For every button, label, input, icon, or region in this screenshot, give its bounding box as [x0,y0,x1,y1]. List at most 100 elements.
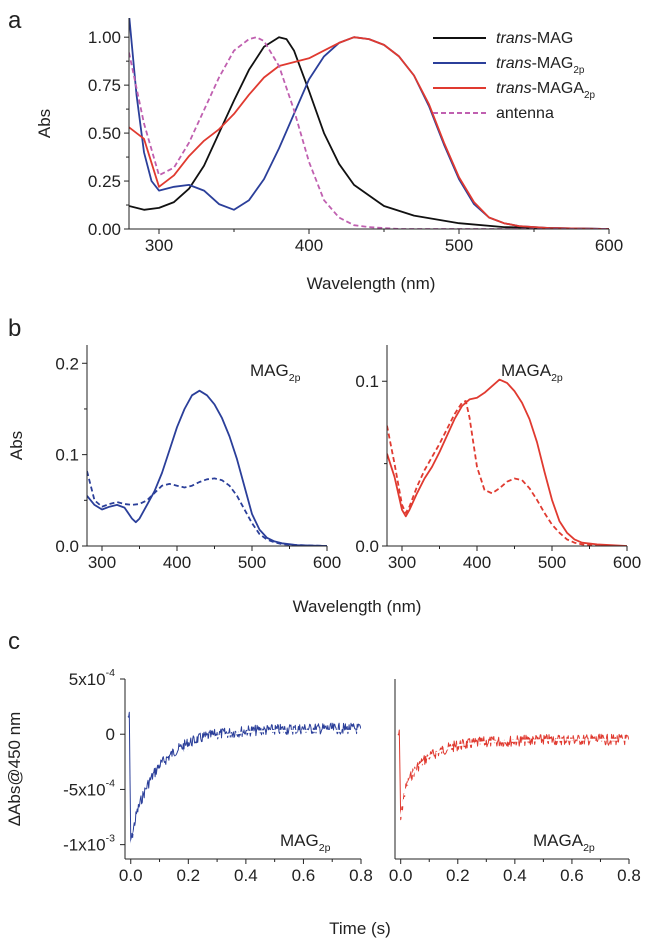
x-tick-label: 0.8 [349,866,373,885]
series-line-trans-maga2p [129,36,609,229]
annotation-maga2p-c: MAGA2p [533,831,595,854]
main-text: MAG [250,361,289,380]
y-tick-label: 0.00 [88,220,121,239]
plot-area [87,389,327,546]
x-tick-label: 500 [538,553,566,572]
y-tick-label: 0.0 [355,537,379,556]
y-tick-label: 5x10-4 [69,667,115,689]
italic-text: trans [496,30,532,47]
main-text: MAG [280,831,319,850]
main-text: -MAG [532,55,574,72]
x-tick-label: 400 [295,236,323,255]
x-tick-label: 0.6 [560,866,584,885]
y-tick-label: -5x10-4 [63,777,115,799]
subscript-text: 2p [584,90,596,101]
y-tick-label: -1x10-3 [63,833,115,855]
x-tick-label: 300 [145,236,173,255]
legend-label: antenna [496,105,554,122]
x-tick-label: 0.8 [617,866,641,885]
x-tick-label: 500 [445,236,473,255]
series-line-panel-c-right-1 [399,738,629,818]
series-line-panel-c-right-0 [397,729,629,821]
panel-c-right: 0.0 0.2 0.4 0.6 0.8 [389,679,641,885]
italic-text: trans [496,55,532,72]
series-line-panel-b-right-1 [387,400,627,546]
main-text: MAGA [533,831,584,850]
y-axis-label: Abs [35,109,54,138]
x-axis-label: Wavelength (nm) [307,274,436,293]
main-text: MAGA [501,361,552,380]
x-axis-label-c: Time (s) [329,919,391,938]
y-tick-label: 0.75 [88,76,121,95]
series-line-panel-b-left-0 [87,389,327,546]
x-tick-label: 0.2 [176,866,200,885]
x-tick-label: 600 [595,236,623,255]
x-tick-label: 0.2 [446,866,470,885]
series-line-trans-mag [129,36,609,229]
main-text: -MAGA [532,80,585,97]
y-tick-label: 0.50 [88,124,121,143]
subscript-text: 2p [551,372,563,384]
y-tick-label: 0.25 [88,172,121,191]
series-line-panel-c-left-1 [129,729,361,845]
panel-a: 300 400 500 600 0.00 0.25 0.50 0.75 1.00 Abs Wavel… [35,18,623,293]
y-axis-label: ΔAbs@450 nm [5,712,24,827]
series-line-antenna [129,36,609,229]
panel-label-c: c [8,628,20,655]
annotation-maga2p: MAGA2p [501,361,563,384]
y-axis-label: Abs [7,431,26,460]
panel-label-a: a [8,7,22,34]
series-line-panel-b-right-0 [387,378,627,546]
exponent: -4 [106,777,116,789]
x-tick-label: 400 [463,553,491,572]
x-tick-label: 400 [163,553,191,572]
y-tick-label: 0.1 [55,446,79,465]
panel-b-right: 300 400 500 600 0.0 0.1 [355,345,641,572]
y-tick-label: 0.2 [55,354,79,373]
y-tick-label: 0.0 [55,537,79,556]
x-tick-label: 500 [238,553,266,572]
mantissa: 0 [106,725,115,744]
x-tick-label: 0.6 [292,866,316,885]
mantissa: -5x10 [63,780,106,799]
exponent: -4 [106,667,116,679]
x-tick-label: 600 [613,553,641,572]
plot-area [127,711,361,845]
x-tick-label: 300 [88,553,116,572]
subscript-text: 2p [319,842,331,854]
series-line-panel-c-left-0 [127,711,361,845]
x-tick-label: 0.0 [119,866,143,885]
x-axis-label-b: Wavelength (nm) [293,597,422,616]
legend-label: trans-MAGA2p [496,80,596,101]
subscript-text: 2p [573,65,585,76]
exponent: -3 [106,833,116,845]
subscript-text: 2p [289,372,301,384]
italic-text: trans [496,80,532,97]
annotation-mag2p-c: MAG2p [280,831,331,854]
panel-c-left: 0.0 0.2 0.4 0.6 0.85x10-40-5x10-4-1x10-3ΔAbs… [5,667,373,885]
series-line-panel-b-left-1 [87,470,327,546]
main-text: antenna [496,105,554,122]
panel-label-b: b [8,315,21,342]
y-tick-label: 1.00 [88,28,121,47]
x-tick-label: 0.0 [389,866,413,885]
panel-b-left: 300 400 500 600 0.0 0.1 0.2 Abs [7,345,341,572]
series-line-trans-mag2p [129,18,609,229]
x-tick-label: 300 [388,553,416,572]
annotation-mag2p: MAG2p [250,361,301,384]
x-tick-label: 600 [313,553,341,572]
legend-label: trans-MAG2p [496,55,585,76]
mantissa: -1x10 [63,836,106,855]
x-tick-label: 0.4 [503,866,527,885]
mantissa: 5x10 [69,670,106,689]
plot-area [129,18,609,229]
legend-label: trans-MAG [496,30,573,47]
subscript-text: 2p [583,842,595,854]
x-tick-label: 0.4 [234,866,258,885]
plot-area [387,378,627,546]
plot-area [397,729,629,821]
y-tick-label: 0.1 [355,372,379,391]
main-text: -MAG [532,30,574,47]
